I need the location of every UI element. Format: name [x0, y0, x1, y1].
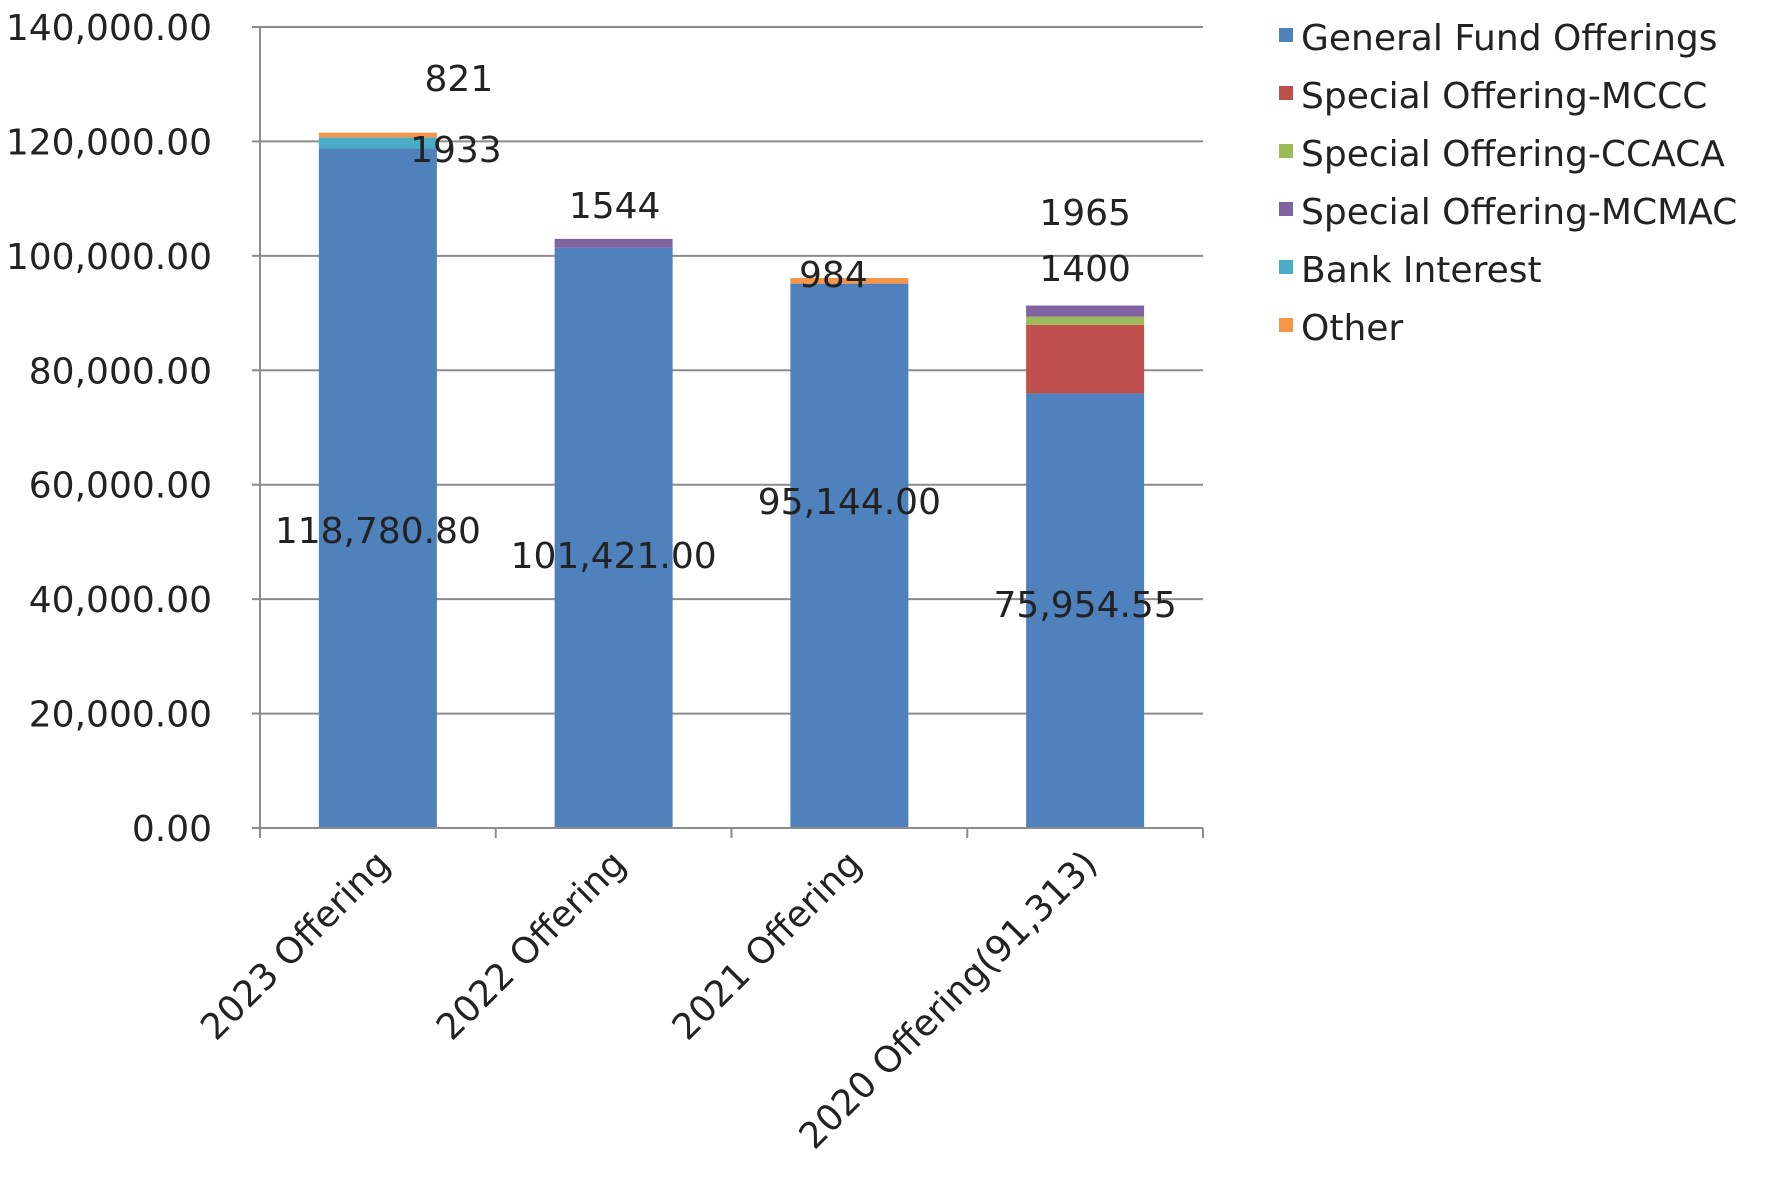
legend-swatch: [1279, 202, 1293, 216]
legend-label: Special Offering-MCCC: [1301, 76, 1707, 117]
bar-segment: [1026, 324, 1145, 394]
data-label: 75,954.55: [994, 585, 1177, 626]
y-tick-label: 40,000.00: [29, 580, 212, 621]
y-tick-label: 60,000.00: [29, 466, 212, 507]
y-tick-label: 140,000.00: [6, 8, 212, 49]
bar-segment: [1026, 305, 1145, 317]
legend-swatch: [1279, 144, 1293, 158]
legend-swatch: [1279, 318, 1293, 332]
category-labels: 2023 Offering 2022 Offering 2021 Offering2…: [193, 843, 1105, 1157]
bar-segment: [318, 132, 437, 138]
data-label: 1400: [1039, 249, 1131, 290]
bar-segment: [554, 247, 673, 828]
data-label: 821: [425, 59, 494, 100]
legend: General Fund Offerings Special Offering-M…: [1279, 18, 1737, 349]
y-tick-label: 120,000.00: [6, 122, 212, 163]
legend-label: Bank Interest: [1301, 250, 1542, 291]
legend-label: General Fund Offerings: [1301, 18, 1718, 59]
bar-segment: [318, 148, 437, 828]
legend-swatch: [1279, 260, 1293, 274]
category-label: 2023 Offering: [193, 843, 398, 1048]
legend-label: Special Offering-CCACA: [1301, 134, 1725, 175]
legend-swatch: [1279, 28, 1293, 42]
data-label: 1544: [569, 186, 661, 227]
axes: [252, 26, 1204, 838]
bar-segment: [790, 278, 909, 284]
data-labels: 118,780.80 821 1933 101,421.00 1544 95,144.00…: [275, 59, 1177, 626]
data-label: 101,421.00: [511, 536, 717, 577]
bar-segment: [790, 283, 909, 829]
data-label: 118,780.80: [275, 511, 481, 552]
category-label: 2021 Offering: [665, 843, 870, 1048]
y-tick-labels: 0.00 20,000.00 40,000.00 60,000.00 80,000.00…: [6, 8, 212, 850]
category-label: 2022 Offering: [429, 843, 634, 1048]
data-label: 984: [799, 255, 868, 296]
legend-label: Other: [1301, 308, 1403, 349]
y-tick-label: 100,000.00: [6, 237, 212, 278]
y-tick-label: 0.00: [132, 809, 212, 850]
bar-segment: [1026, 393, 1145, 828]
bar-segment: [554, 238, 673, 248]
y-tick-label: 80,000.00: [29, 351, 212, 392]
legend-swatch: [1279, 86, 1293, 100]
bars: [318, 132, 1145, 829]
bar-segment: [318, 137, 437, 149]
data-label: 1965: [1039, 193, 1131, 234]
bar-segment: [1026, 316, 1145, 325]
data-label: 95,144.00: [758, 482, 941, 523]
y-tick-label: 20,000.00: [29, 695, 212, 736]
data-label: 1933: [410, 130, 502, 171]
legend-label: Special Offering-MCMAC: [1301, 192, 1737, 233]
